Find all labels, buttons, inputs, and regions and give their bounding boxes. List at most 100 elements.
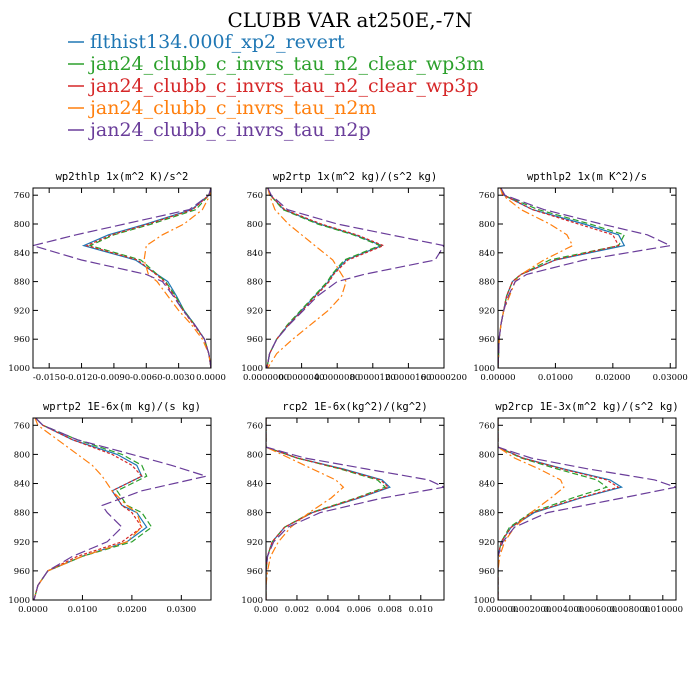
series-line-3	[266, 418, 390, 600]
series-group	[498, 188, 673, 368]
y-tick-label: 800	[479, 220, 495, 230]
y-tick-label: 800	[14, 220, 30, 230]
x-tick-label: 0.00000	[480, 373, 515, 383]
panel-6: wp2rcp 1E-3x(m^2 kg)/(s^2 kg)760 800 840 88…	[473, 401, 683, 615]
panel-title: rcp2 1E-6x(kg^2)/(kg^2)	[282, 401, 427, 413]
x-tick-label: 0.01000	[538, 373, 573, 383]
y-tick-label: 960	[479, 335, 495, 345]
series-line-1	[33, 418, 148, 600]
legend-entry: jan24_clubb_c_invrs_tau_n2m	[68, 97, 376, 119]
x-tick-label: 0.000	[254, 605, 278, 615]
y-tick-label: 920	[247, 538, 263, 548]
legend-label: jan24_clubb_c_invrs_tau_n2_clear_wp3m	[88, 53, 484, 75]
series-line-2	[88, 188, 211, 368]
x-tick-label: 0.0000000	[243, 373, 289, 383]
y-tick-label: 840	[14, 249, 30, 259]
y-tick-label: 880	[14, 509, 30, 519]
y-tick-label: 760	[247, 191, 263, 201]
y-tick-label: 800	[247, 450, 263, 460]
y-tick-label: 760	[14, 421, 30, 431]
panel-2: wp2rtp 1x(m^2 kg)/(s^2 kg) 760 800 840 880 92…	[241, 171, 467, 383]
y-tick-label: 1000	[473, 364, 495, 374]
plot-frame	[497, 187, 677, 369]
y-tick-label: 920	[14, 306, 30, 316]
y-tick-label: 880	[479, 509, 495, 519]
figure-title: CLUBB VAR at250E,-7N	[227, 8, 472, 32]
y-tick-label: 840	[247, 249, 263, 259]
series-group	[33, 188, 211, 368]
y-tick-label: 960	[247, 567, 263, 577]
plot-frame	[265, 187, 445, 369]
x-tick-label: 0.000000	[478, 605, 519, 615]
series-line-5	[33, 188, 211, 368]
x-tick-label: 0.0000040	[279, 373, 325, 383]
panel-5: rcp2 1E-6x(kg^2)/(kg^2) 760 800 840 880 920 96…	[241, 401, 445, 615]
series-line-1	[498, 418, 624, 600]
panel-4: wprtp2 1E-6x(m kg)/(s kg) 760 800 840 880 920…	[8, 401, 212, 615]
series-line-4	[143, 188, 211, 368]
y-tick-label: 920	[479, 538, 495, 548]
x-tick-label: 0.0000	[196, 373, 226, 383]
panels: wp2thlp 1x(m^2 K)/s^2 760 800 840 880 920 960 1…	[8, 171, 687, 615]
x-tick-label: -0.0090	[98, 373, 131, 383]
series-line-1	[266, 188, 384, 368]
series-line-2	[33, 418, 153, 600]
legend-entry: jan24_clubb_c_invrs_tau_n2_clear_wp3m	[68, 53, 484, 75]
y-tick-label: 1000	[473, 596, 495, 606]
x-tick-label: 0.006000	[577, 605, 618, 615]
y-tick-label: 1000	[8, 364, 30, 374]
x-tick-label: 0.002	[285, 605, 309, 615]
y-tick-label: 880	[14, 278, 30, 288]
series-line-5	[498, 188, 673, 368]
series-line-4	[266, 418, 345, 600]
series-line-3	[33, 418, 143, 600]
panel-title: wpthlp2 1x(m K^2)/s	[527, 171, 647, 183]
legend-label: jan24_clubb_c_invrs_tau_n2_clear_wp3p	[88, 75, 479, 97]
y-tick-label: 760	[247, 421, 263, 431]
plot-frame	[32, 417, 212, 601]
x-tick-label: 0.010	[409, 605, 433, 615]
y-tick-label: 880	[479, 278, 495, 288]
legend-entry: jan24_clubb_c_invrs_tau_n2_clear_wp3p	[68, 75, 479, 97]
series-line-2	[498, 418, 609, 600]
x-tick-label: -0.0060	[130, 373, 163, 383]
x-tick-label: -0.0030	[162, 373, 195, 383]
panel-title: wp2rtp 1x(m^2 kg)/(s^2 kg)	[273, 171, 437, 183]
x-tick-label: 0.0200	[117, 605, 147, 615]
y-tick-label: 960	[479, 567, 495, 577]
series-line-3	[266, 188, 386, 368]
x-tick-label: 0.004000	[544, 605, 585, 615]
y-tick-label: 960	[247, 335, 263, 345]
y-tick-label: 800	[14, 450, 30, 460]
legend-label: jan24_clubb_c_invrs_tau_n2p	[88, 119, 371, 141]
x-tick-label: 0.0000080	[314, 373, 360, 383]
y-tick-label: 760	[479, 191, 495, 201]
series-line-3	[498, 418, 620, 600]
legend-entry: jan24_clubb_c_invrs_tau_n2p	[68, 119, 371, 141]
x-tick-label: 0.0300	[166, 605, 196, 615]
y-tick-label: 920	[479, 306, 495, 316]
y-tick-label: 1000	[8, 596, 30, 606]
x-tick-label: 0.006	[347, 605, 371, 615]
panel-title: wp2rcp 1E-3x(m^2 kg)/(s^2 kg)	[495, 401, 678, 413]
y-tick-label: 840	[14, 480, 30, 490]
x-tick-label: -0.0120	[65, 373, 98, 383]
plot-frame	[32, 187, 212, 369]
legend: flthist134.000f_xp2_revertjan24_clubb_c_…	[68, 31, 484, 141]
series-group	[266, 188, 444, 368]
series-group	[266, 418, 444, 600]
y-tick-label: 960	[14, 335, 30, 345]
plot-frame	[497, 417, 677, 601]
series-line-3	[498, 188, 620, 368]
y-tick-label: 1000	[241, 364, 263, 374]
x-tick-label: 0.002000	[511, 605, 552, 615]
x-tick-label: 0.0000160	[385, 373, 431, 383]
x-tick-label: 0.0000200	[421, 373, 467, 383]
series-line-3	[85, 188, 211, 368]
legend-entry: flthist134.000f_xp2_revert	[68, 31, 345, 53]
x-tick-label: 0.0000120	[350, 373, 396, 383]
series-line-1	[266, 418, 391, 600]
series-line-5	[266, 418, 444, 600]
x-tick-label: 0.0000	[18, 605, 48, 615]
